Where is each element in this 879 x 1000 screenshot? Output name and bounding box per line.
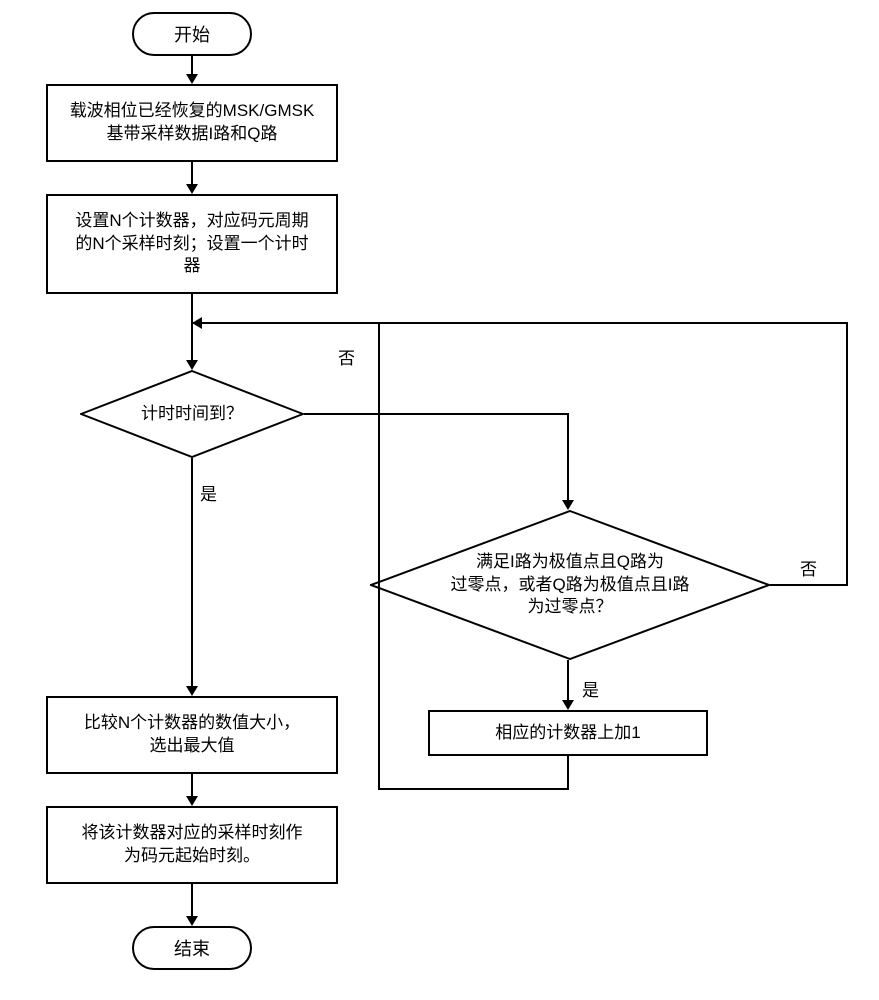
arrowhead [186, 74, 198, 84]
d1-no-label: 否 [338, 344, 355, 369]
d2-no-label: 否 [800, 555, 817, 580]
edge [191, 774, 193, 798]
edge [567, 756, 569, 790]
arrowhead [192, 317, 202, 329]
flowchart-end: 结束 [132, 926, 252, 970]
d1-text: 计时时间到？ [141, 404, 243, 423]
arrowhead [186, 796, 198, 806]
p1-text: 载波相位已经恢复的MSK/GMSK基带采样数据I路和Q路 [70, 100, 315, 146]
decision-timer-expired: 计时时间到？ [80, 370, 304, 458]
arrowhead [186, 916, 198, 926]
edge [567, 660, 569, 702]
arrowhead [186, 686, 198, 696]
d2-text: 满足I路为极值点且Q路为过零点，或者Q路为极值点且I路为过零点？ [451, 552, 690, 617]
edge [191, 162, 193, 186]
process-baseband-data: 载波相位已经恢复的MSK/GMSK基带采样数据I路和Q路 [46, 84, 338, 162]
d2-yes-label: 是 [582, 676, 599, 701]
end-label: 结束 [174, 935, 210, 961]
arrowhead [562, 700, 574, 710]
edge [191, 458, 193, 688]
start-label: 开始 [174, 21, 210, 47]
edge [378, 322, 380, 790]
p5-text: 将该计数器对应的采样时刻作为码元起始时刻。 [82, 822, 303, 868]
flowchart-start: 开始 [132, 12, 252, 56]
edge [770, 584, 848, 586]
edge [191, 56, 193, 76]
edge [304, 413, 569, 415]
arrowhead [186, 360, 198, 370]
decision-extremum-zero: 满足I路为极值点且Q路为过零点，或者Q路为极值点且I路为过零点？ [370, 510, 770, 660]
process-setup-counters: 设置N个计数器，对应码元周期的N个采样时刻；设置一个计时器 [46, 194, 338, 294]
process-compare-counters: 比较N个计数器的数值大小，选出最大值 [46, 696, 338, 774]
d1-yes-label: 是 [200, 480, 217, 505]
edge [567, 413, 569, 502]
process-select-start-time: 将该计数器对应的采样时刻作为码元起始时刻。 [46, 806, 338, 884]
arrowhead [562, 500, 574, 510]
p2-text: 设置N个计数器，对应码元周期的N个采样时刻；设置一个计时器 [75, 210, 308, 279]
p4-text: 比较N个计数器的数值大小，选出最大值 [84, 712, 300, 758]
edge [378, 788, 569, 790]
edge [192, 322, 848, 324]
p3-text: 相应的计数器上加1 [495, 722, 640, 745]
edge [846, 322, 848, 586]
edge [191, 884, 193, 918]
arrowhead [186, 184, 198, 194]
process-increment-counter: 相应的计数器上加1 [428, 710, 708, 756]
